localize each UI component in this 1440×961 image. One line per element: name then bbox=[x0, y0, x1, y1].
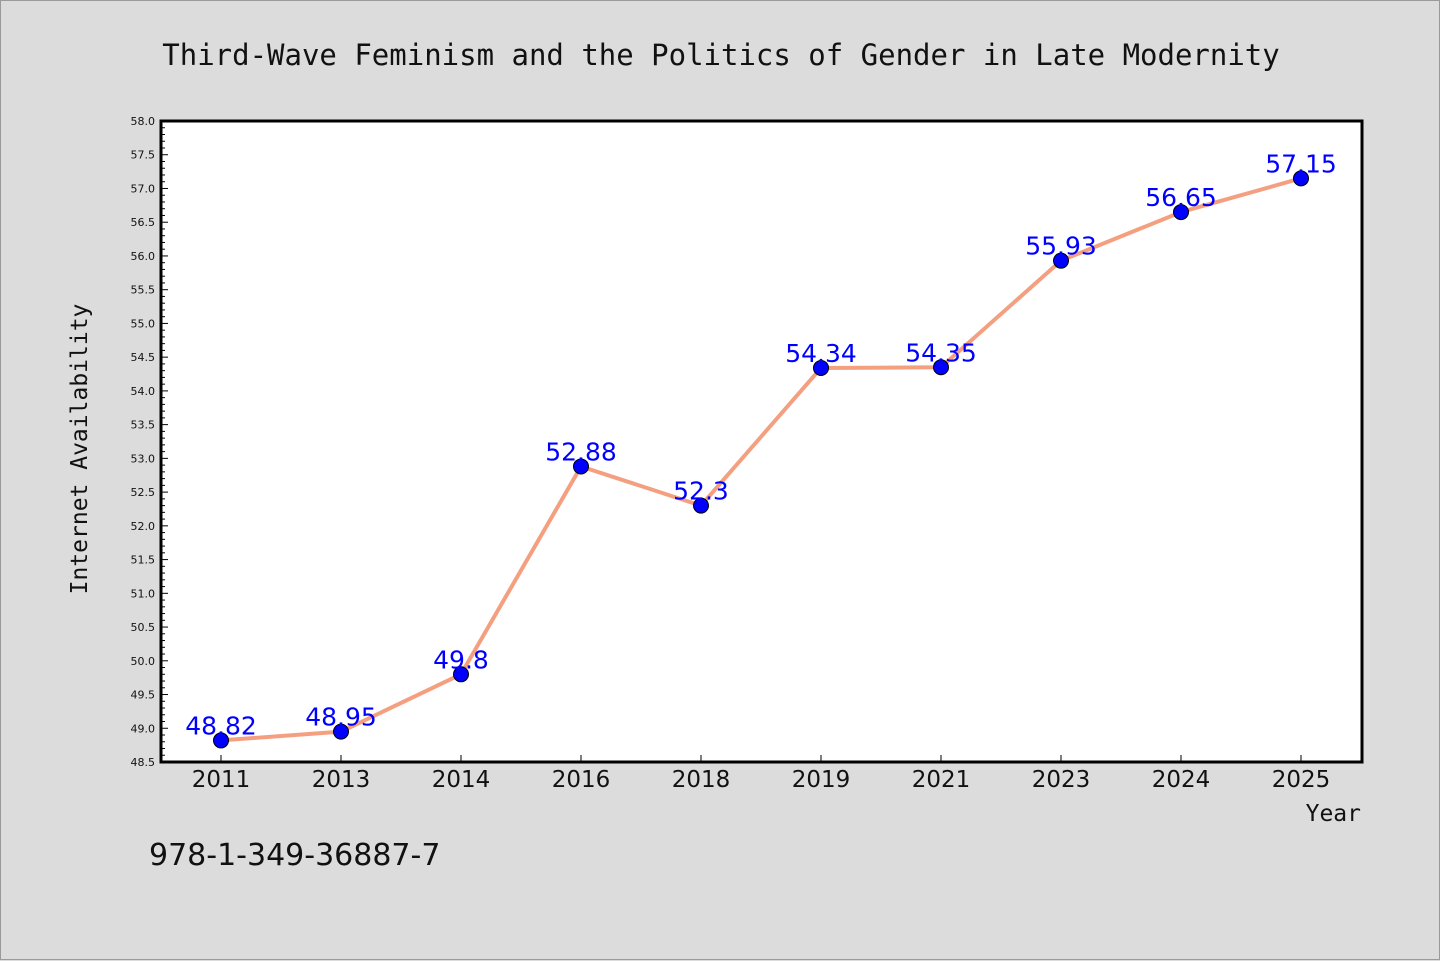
data-point bbox=[333, 723, 349, 740]
x-tick-label: 2019 bbox=[792, 767, 851, 793]
x-tick-label: 2011 bbox=[192, 767, 251, 793]
data-labels-layer: 48.82 48.95 49.8 52.88 52.3 54.34 54.35 55.93 56… bbox=[185, 149, 1337, 740]
data-label: 54.35 bbox=[905, 338, 977, 367]
data-label: 49.8 bbox=[433, 645, 489, 674]
data-point bbox=[1053, 252, 1069, 269]
series-layer bbox=[213, 170, 1309, 749]
y-tick-label: 54.0 bbox=[131, 385, 156, 398]
y-tick-label: 49.5 bbox=[131, 689, 156, 702]
data-point bbox=[933, 359, 949, 376]
data-label: 48.82 bbox=[185, 711, 257, 740]
x-axis-ticks: 2011 2013 2014 2016 2018 2019 2021 2023 2024 2025 bbox=[192, 755, 1331, 793]
data-label: 52.88 bbox=[545, 437, 617, 466]
x-tick-label: 2025 bbox=[1272, 767, 1331, 793]
x-tick-label: 2021 bbox=[912, 767, 971, 793]
y-tick-label: 52.5 bbox=[131, 486, 156, 499]
x-tick-label: 2013 bbox=[312, 767, 371, 793]
y-tick-label: 58.0 bbox=[131, 115, 156, 128]
x-axis-label: Year bbox=[1306, 801, 1361, 827]
data-label: 55.93 bbox=[1025, 232, 1097, 261]
x-tick-label: 2016 bbox=[552, 767, 611, 793]
x-tick-label: 2024 bbox=[1152, 767, 1211, 793]
y-tick-label: 57.0 bbox=[131, 182, 156, 195]
x-tick-label: 2018 bbox=[672, 767, 731, 793]
y-tick-label: 53.5 bbox=[131, 419, 156, 432]
plot-area bbox=[161, 121, 1362, 762]
data-point bbox=[813, 359, 829, 376]
y-tick-label: 50.0 bbox=[131, 655, 156, 668]
data-label: 54.34 bbox=[785, 339, 857, 368]
isbn-text: 978-1-349-36887-7 bbox=[149, 838, 440, 873]
y-tick-label: 55.0 bbox=[131, 317, 156, 330]
y-tick-label: 56.5 bbox=[131, 216, 156, 229]
chart-title: Third-Wave Feminism and the Politics of … bbox=[162, 38, 1279, 72]
y-tick-label: 49.0 bbox=[131, 722, 156, 735]
x-tick-label: 2014 bbox=[432, 767, 491, 793]
y-tick-label: 56.0 bbox=[131, 250, 156, 263]
y-tick-label: 50.5 bbox=[131, 621, 156, 634]
y-tick-label: 57.5 bbox=[131, 149, 156, 162]
y-tick-label: 55.5 bbox=[131, 284, 156, 297]
data-label: 52.3 bbox=[673, 477, 729, 506]
data-label: 57.15 bbox=[1265, 149, 1337, 178]
x-tick-label: 2023 bbox=[1032, 767, 1091, 793]
y-axis-ticks: 48.5 49.0 49.5 50.0 50.5 51.0 51.5 52.0 52.5 53.0… bbox=[131, 115, 168, 769]
data-label: 48.95 bbox=[305, 703, 377, 732]
series-line bbox=[219, 176, 1303, 743]
y-tick-label: 53.0 bbox=[131, 452, 156, 465]
data-point bbox=[213, 732, 229, 749]
y-tick-label: 51.0 bbox=[131, 587, 156, 600]
data-point bbox=[1173, 204, 1189, 221]
data-point bbox=[573, 458, 589, 475]
y-tick-label: 52.0 bbox=[131, 520, 156, 533]
data-label: 56.65 bbox=[1145, 183, 1217, 212]
data-point bbox=[1293, 170, 1309, 187]
y-tick-label: 54.5 bbox=[131, 351, 156, 364]
plot-border bbox=[159, 119, 1364, 764]
data-point bbox=[693, 497, 709, 514]
data-point bbox=[453, 666, 469, 683]
y-axis-label: Internet Availability bbox=[67, 304, 93, 595]
y-tick-label: 48.5 bbox=[131, 756, 156, 769]
y-tick-label: 51.5 bbox=[131, 554, 156, 567]
